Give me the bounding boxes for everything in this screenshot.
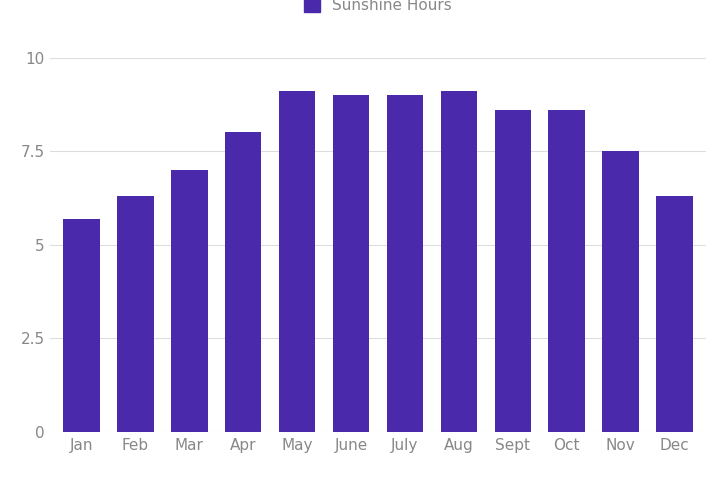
Bar [279,91,315,432]
Bar [387,95,423,432]
Bar [171,170,207,432]
Bar [225,132,261,432]
Bar [603,151,639,432]
Bar [657,196,693,432]
Bar [63,218,99,432]
Bar [441,91,477,432]
Bar [549,110,585,432]
Bar [333,95,369,432]
Legend: Sunshine Hours: Sunshine Hours [305,0,451,13]
Bar [117,196,153,432]
Bar [495,110,531,432]
